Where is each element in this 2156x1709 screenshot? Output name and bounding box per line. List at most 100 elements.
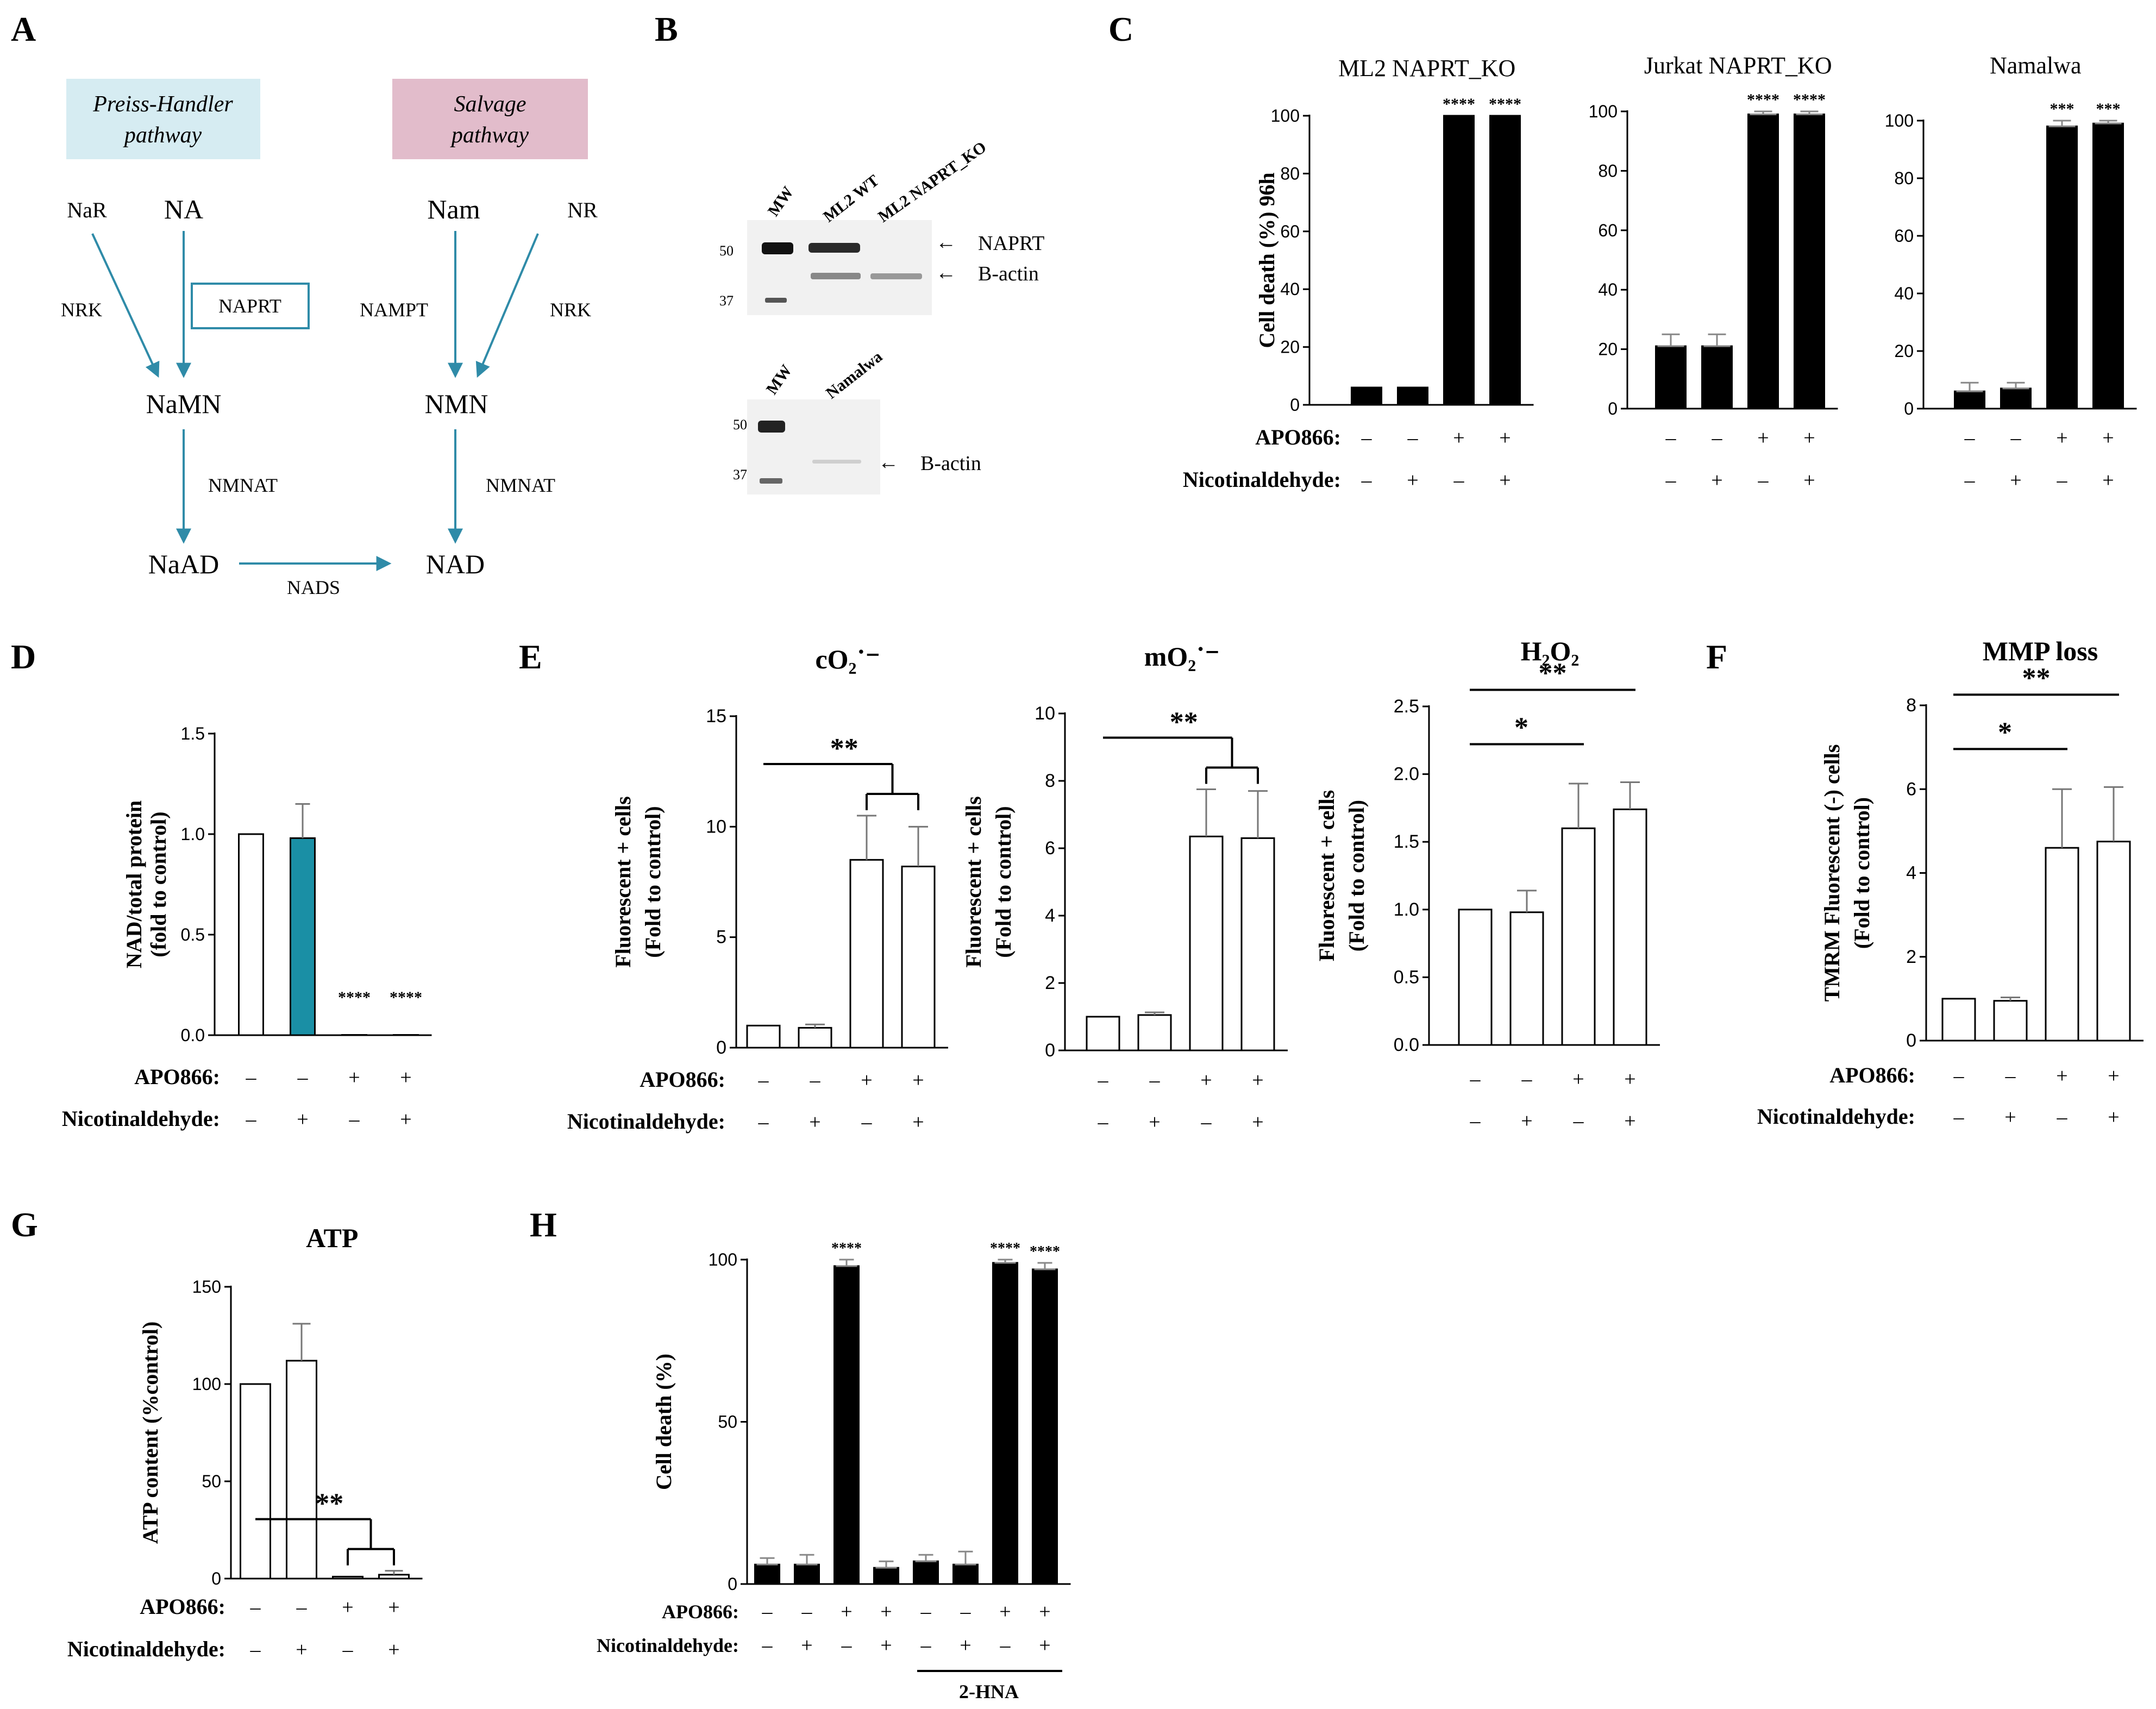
apo-sign: + [861,1069,872,1092]
nic-sign: + [1499,469,1511,492]
enzyme-nmnat-right: NMNAT [486,474,555,496]
y-tick-label: 80 [1598,161,1618,180]
y-tick-label: 5 [716,927,726,948]
apo-sign: – [1098,1069,1109,1092]
bar [798,1026,832,1049]
y-tick-label: 60 [1894,226,1914,246]
panel-letter-g: G [11,1205,38,1244]
chart-title: H₂O₂ [1521,636,1580,666]
bar [1351,386,1382,406]
nic-sign: – [2057,1106,2068,1129]
significance-label: **** [390,988,422,1006]
apo-sign: + [999,1600,1011,1623]
nic-sign: – [762,1634,773,1657]
nic-sign: – [250,1638,261,1661]
y-tick-label: 8 [1906,695,1916,716]
panel-letter-f: F [1706,637,1727,676]
bar [286,1360,317,1580]
nic-sign: + [960,1634,971,1657]
y-tick-label: 2.5 [1394,696,1419,717]
nic-sign: – [1000,1634,1011,1657]
bar [341,1034,367,1036]
apo-sign: – [758,1069,769,1092]
chart-g: 0 50 100 150 – – – + + – + + ATP ATP content (%contro… [138,1223,423,1661]
apo-sign: – [297,1066,309,1089]
nic-sign: – [1098,1111,1109,1134]
band-actin-namalwa [812,460,861,464]
apo-sign: + [1499,427,1511,449]
nic-sign: – [1758,469,1769,492]
band-actin-ko [870,273,922,279]
significance-label: ** [2022,662,2051,693]
mw-37-bottom: 37 [733,467,747,483]
arrow-bactin-top: ← [936,261,956,284]
chart-title: cO₂˙⁻ [815,644,880,674]
bar [1954,390,1985,410]
nic-sign: + [297,1108,308,1131]
y-axis-label: Fluorescent + cells [1314,790,1339,961]
node-na: NA [164,194,203,224]
significance-label: **** [1030,1243,1060,1260]
nic-sign: + [1521,1110,1532,1132]
y-axis-label: TMRM Fluorescent (-) cells [1820,744,1844,1002]
bar [1397,386,1428,406]
apo-sign: + [2108,1065,2119,1087]
label-nic-d: Nicotinaldehyde: [62,1106,220,1131]
bar [1941,998,1976,1042]
y-tick-label: 100 [192,1374,221,1394]
y-tick-label: 8 [1045,771,1055,791]
y-tick-label: 0.5 [1394,967,1419,987]
y-tick-label: 4 [1045,905,1055,926]
apo-sign: + [2056,1065,2067,1087]
pathway-diagram: Preiss-Handler pathway Salvage pathway N… [61,79,598,598]
y-tick-label: 20 [1280,337,1300,357]
y-tick-label: 100 [709,1250,737,1269]
chart-e3: 0.0 0.5 1.0 1.5 2.0 2.5 – – – + + – + + H₂O₂ Fluorescen… [1314,636,1660,1132]
band-mw-37-b [760,478,782,484]
y-tick-label: 0 [1904,399,1914,418]
y-tick-label: 2.0 [1394,764,1419,785]
nic-sign: – [1964,469,1976,492]
enzyme-nmnat-left: NMNAT [208,474,278,496]
y-axis-label: NAD/total protein [122,800,146,968]
y-tick-label: 0 [211,1569,221,1588]
y-tick-label: 0 [1906,1030,1916,1051]
arrow-bactin-bottom: ← [878,451,899,474]
lane-label-namalwa: Namalwa [823,348,886,403]
significance-label: ** [1539,658,1567,689]
label-apo-f: APO866: [1829,1063,1915,1087]
bar [1189,835,1224,1051]
label-nic-f: Nicotinaldehyde: [1757,1104,1915,1129]
label-apo-c: APO866: [1255,425,1341,449]
label-nic-e: Nicotinaldehyde: [567,1109,725,1134]
bar [1032,1268,1058,1585]
y-tick-label: 60 [1598,221,1618,240]
significance-label: * [1514,712,1528,743]
apo-sign: + [400,1066,411,1089]
lane-label-ml2-ko: ML2 NAPRT_KO [875,138,989,226]
nic-sign: + [2010,469,2021,492]
nic-sign: + [2102,469,2114,492]
nic-sign: – [861,1111,873,1134]
y-tick-label: 50 [202,1472,221,1491]
bar [1458,909,1493,1046]
nic-sign: + [809,1111,820,1134]
bar [1747,113,1779,410]
nic-sign: – [1665,469,1677,492]
bar [378,1574,410,1580]
y-tick-label: 40 [1894,284,1914,303]
apo-sign: – [762,1600,773,1623]
y-tick-label: 80 [1894,168,1914,188]
node-namn: NaMN [146,389,222,419]
y-axis-label-2: (Fold to control) [991,806,1016,957]
y-tick-label: 150 [192,1277,221,1297]
apo-sign: + [1453,427,1464,449]
chart-title: ML2 NAPRT_KO [1338,55,1515,82]
bar [873,1567,899,1585]
apo-sign: – [1665,427,1677,449]
chart-title: Jurkat NAPRT_KO [1644,52,1832,79]
y-tick-label: 2 [1045,973,1055,993]
y-tick-label: 100 [1885,111,1914,130]
chart-title: Namalwa [1990,52,2082,79]
